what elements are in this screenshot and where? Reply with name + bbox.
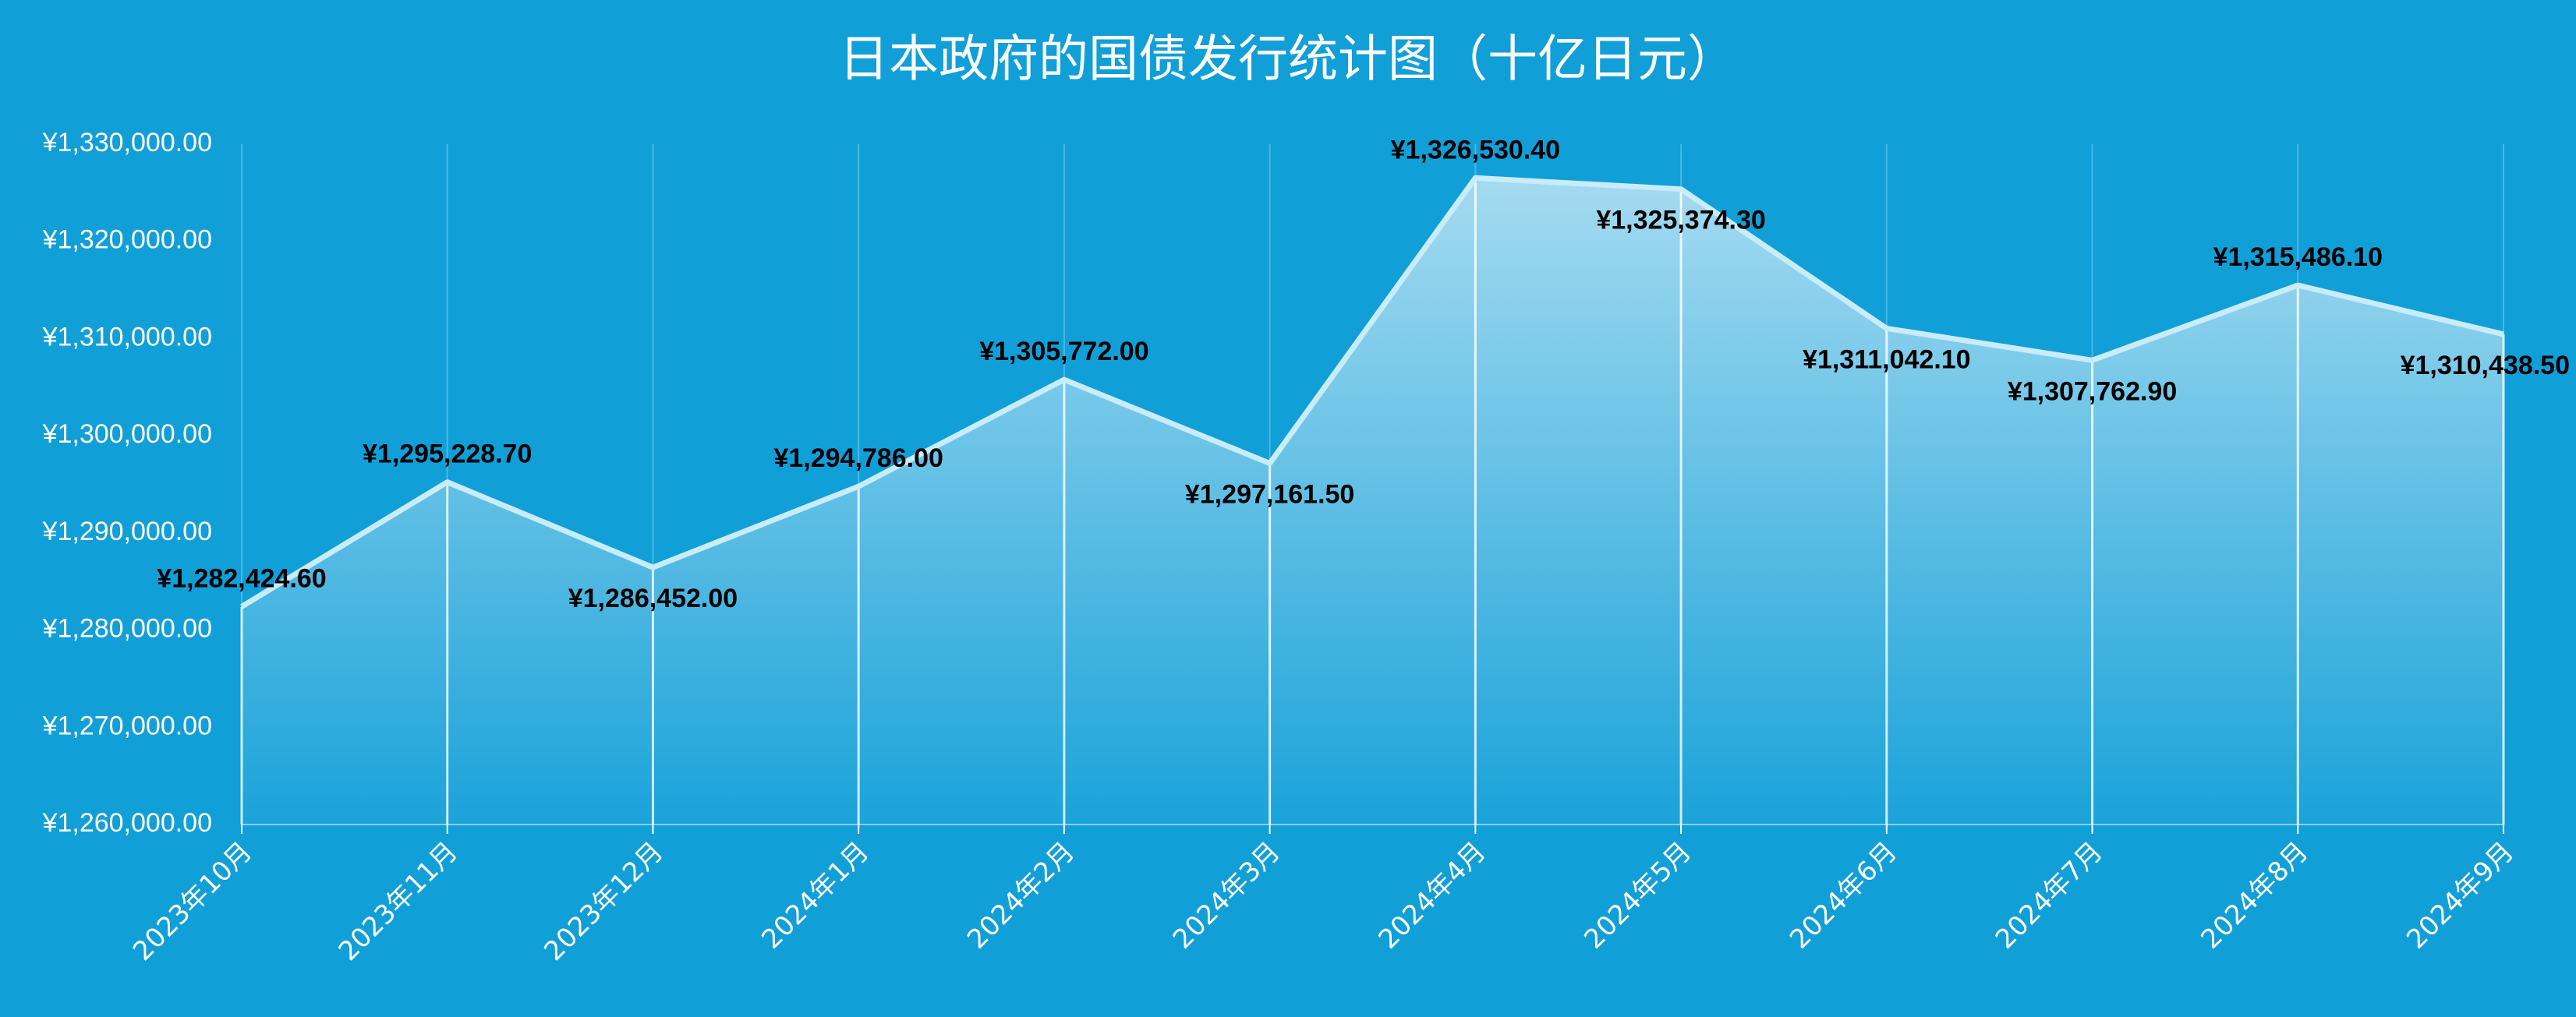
value-label: ¥1,307,762.90 bbox=[2008, 376, 2177, 406]
value-label: ¥1,286,452.00 bbox=[568, 584, 738, 613]
chart-title: 日本政府的国债发行统计图（十亿日元） bbox=[839, 31, 1737, 89]
y-tick-label: ¥1,330,000.00 bbox=[42, 128, 212, 157]
value-label: ¥1,297,161.50 bbox=[1185, 480, 1354, 510]
value-label: ¥1,305,772.00 bbox=[979, 337, 1148, 366]
y-tick-label: ¥1,270,000.00 bbox=[42, 711, 212, 740]
value-label: ¥1,295,228.70 bbox=[363, 440, 532, 469]
y-tick-label: ¥1,310,000.00 bbox=[42, 322, 212, 351]
value-label: ¥1,294,786.00 bbox=[773, 443, 943, 473]
value-label: ¥1,310,438.50 bbox=[2401, 351, 2570, 380]
y-tick-label: ¥1,320,000.00 bbox=[42, 225, 212, 255]
y-tick-label: ¥1,260,000.00 bbox=[42, 808, 212, 838]
value-label: ¥1,326,530.40 bbox=[1391, 135, 1560, 164]
y-tick-label: ¥1,280,000.00 bbox=[42, 614, 212, 644]
value-label: ¥1,282,424.60 bbox=[157, 563, 326, 593]
area-fill bbox=[242, 178, 2503, 825]
y-tick-label: ¥1,300,000.00 bbox=[42, 419, 212, 449]
value-label: ¥1,311,042.10 bbox=[1803, 344, 1971, 374]
y-tick-label: ¥1,290,000.00 bbox=[42, 517, 212, 546]
value-label: ¥1,315,486.10 bbox=[2213, 242, 2383, 272]
area-line bbox=[240, 175, 2504, 609]
value-label: ¥1,325,374.30 bbox=[1596, 206, 1765, 235]
